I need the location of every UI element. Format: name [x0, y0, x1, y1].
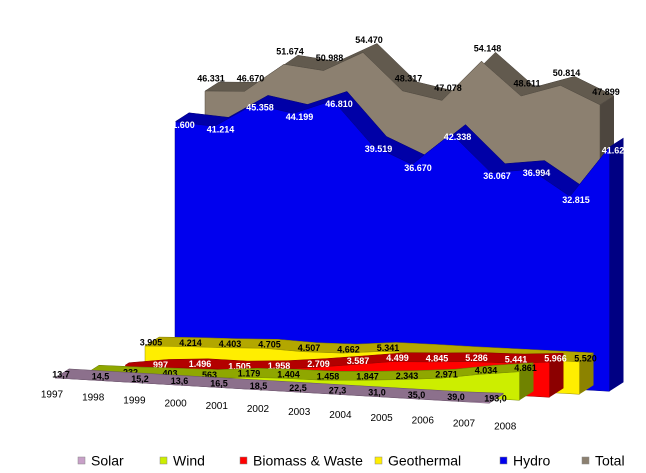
data-label: 51.674 — [276, 47, 304, 57]
legend-label: Wind — [173, 453, 205, 469]
x-tick-label: 1999 — [123, 395, 146, 406]
data-label: 4.403 — [219, 339, 242, 349]
legend-label: Biomass & Waste — [253, 453, 363, 469]
data-label: 31,0 — [368, 388, 386, 398]
x-tick-label: 2008 — [494, 422, 517, 433]
area-side — [549, 353, 564, 398]
data-label: 3.905 — [140, 337, 163, 347]
data-label: 36.067 — [483, 171, 511, 181]
legend-swatch — [581, 456, 590, 465]
data-label: 4.507 — [298, 343, 321, 353]
data-label: 5.441 — [505, 354, 528, 364]
data-label: 997 — [153, 360, 168, 370]
legend-swatch — [159, 456, 168, 465]
data-label: 1.958 — [268, 361, 291, 371]
data-label: 14,5 — [92, 372, 110, 382]
x-tick-label: 2005 — [370, 413, 393, 424]
data-label: 39.519 — [365, 144, 393, 154]
data-label: 2.709 — [307, 359, 330, 369]
data-label: 1.179 — [238, 369, 261, 379]
data-label: 5.286 — [465, 353, 488, 363]
data-label: 36.994 — [523, 168, 551, 178]
data-label: 4.214 — [179, 338, 202, 348]
data-label: 45.358 — [246, 103, 274, 113]
data-label: 16,5 — [210, 378, 228, 388]
area-side — [579, 352, 594, 395]
data-label: 5.966 — [544, 354, 567, 364]
data-label: 1.847 — [356, 372, 379, 382]
legend-label: Total — [595, 453, 625, 469]
data-label: 46.670 — [237, 74, 265, 84]
data-label: 5.520 — [574, 353, 597, 363]
legend-swatch — [374, 456, 383, 465]
legend-swatch — [239, 456, 248, 465]
x-tick-label: 2003 — [288, 407, 311, 418]
data-label: 22,5 — [289, 383, 307, 393]
data-label: 42.338 — [444, 132, 472, 142]
data-label: 39,0 — [447, 392, 465, 402]
x-tick-label: 1998 — [82, 393, 105, 404]
legend-label: Geothermal — [388, 453, 461, 469]
data-label: 4.861 — [514, 363, 537, 373]
data-label: 5.341 — [377, 343, 400, 353]
x-tick-label: 2007 — [453, 419, 476, 430]
data-label: 41.623 — [602, 145, 630, 155]
area — [54, 377, 490, 404]
data-label: 13,6 — [171, 376, 189, 386]
data-label: 193,0 — [484, 394, 507, 404]
data-label: 46.810 — [325, 99, 353, 109]
data-label: 48.611 — [513, 78, 540, 88]
x-tick-label: 2002 — [247, 404, 270, 415]
data-label: 47.078 — [434, 83, 462, 93]
data-label: 1.496 — [189, 359, 212, 369]
data-label: 563 — [202, 370, 217, 380]
x-tick-label: 2004 — [329, 410, 352, 421]
data-label: 4.845 — [426, 353, 449, 363]
legend-swatch — [499, 456, 508, 465]
data-label: 2.343 — [396, 371, 419, 381]
data-label: 41.214 — [207, 125, 235, 135]
data-label: 54.470 — [355, 35, 383, 45]
data-label: 44.199 — [286, 112, 314, 122]
area-side — [519, 362, 534, 401]
data-label: 50.988 — [316, 53, 344, 63]
data-label: 4.705 — [258, 340, 281, 350]
data-label: 2.971 — [435, 370, 458, 380]
x-tick-label: 2000 — [164, 398, 187, 409]
data-label: 46.331 — [197, 73, 225, 83]
data-label: 4.499 — [386, 353, 409, 363]
data-label: 32.815 — [562, 195, 590, 205]
data-label: 54.148 — [474, 44, 502, 54]
x-tick-label: 1997 — [41, 390, 64, 401]
data-label: 48.317 — [395, 73, 423, 83]
data-label: 47.899 — [592, 87, 620, 97]
data-label: 4.034 — [475, 366, 498, 376]
area-side — [489, 393, 504, 404]
data-label: 1.404 — [277, 370, 300, 380]
data-label: 1.458 — [317, 372, 340, 382]
x-tick-label: 2006 — [412, 416, 435, 427]
data-label: 27,3 — [329, 385, 347, 395]
data-label: 41.600 — [167, 120, 195, 130]
data-label: 35,0 — [408, 390, 426, 400]
data-label: 4.662 — [337, 345, 360, 355]
data-label: 36.670 — [404, 163, 432, 173]
data-label: 15,2 — [131, 374, 149, 384]
legend-label: Solar — [91, 453, 124, 469]
area-side — [609, 137, 624, 392]
data-label: 13,7 — [52, 369, 70, 379]
legend-label: Hydro — [513, 453, 551, 469]
data-label: 403 — [162, 369, 177, 379]
legend-swatch — [77, 456, 86, 465]
data-label: 50.814 — [553, 68, 581, 78]
data-label: 1.505 — [228, 361, 251, 371]
x-tick-label: 2001 — [206, 401, 229, 412]
data-label: 18,5 — [250, 381, 268, 391]
data-label: 3.587 — [347, 356, 370, 366]
